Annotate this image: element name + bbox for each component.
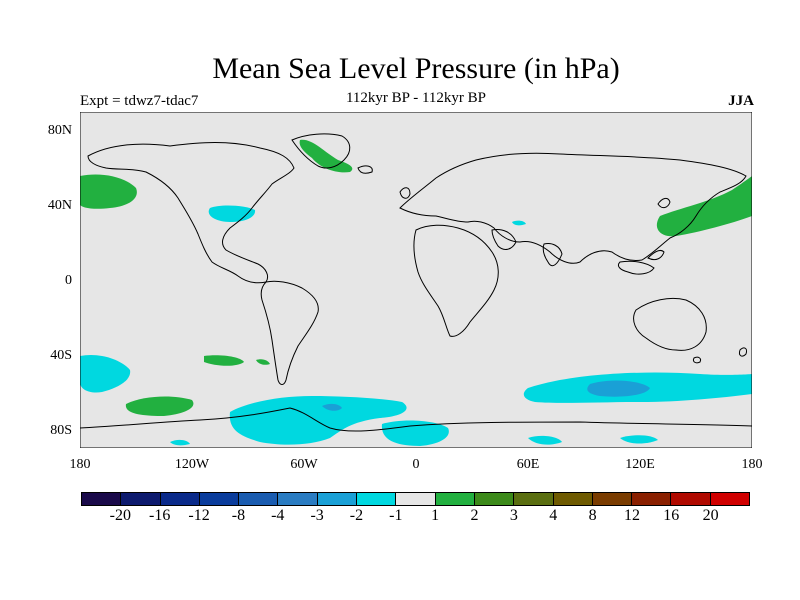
negative-anomaly-regions: [80, 205, 752, 446]
colorbar-swatch: [592, 493, 633, 505]
colorbar-label: -12: [188, 507, 210, 524]
coastlines: [80, 133, 752, 432]
lon-label-180e: 180: [741, 457, 763, 472]
colorbar-swatch: [553, 493, 593, 505]
colorbar-label: -1: [389, 507, 403, 524]
colorbar-label: 12: [623, 507, 640, 524]
colorbar-swatch: [239, 493, 279, 505]
colorbar-label: 3: [509, 507, 518, 524]
period-label: 112kyr BP - 112kyr BP: [345, 90, 486, 106]
lat-label-40s: 40S: [50, 348, 72, 363]
experiment-label: Expt = tdwz7-tdac7: [80, 93, 199, 109]
lat-label-equator: 0: [65, 273, 72, 288]
colorbar-swatch: [474, 493, 515, 505]
colorbar-label: -8: [231, 507, 246, 524]
colorbar-label: 2: [470, 507, 479, 524]
lon-label-120e: 120E: [625, 457, 655, 472]
positive-anomaly-regions: [80, 139, 752, 416]
colorbar-label: 20: [702, 507, 719, 524]
colorbar-swatch: [632, 493, 672, 505]
colorbar-label: -4: [271, 507, 285, 524]
colorbar-swatch: [278, 493, 318, 505]
colorbar-swatch: [671, 493, 711, 505]
lat-label-80s: 80S: [50, 423, 72, 438]
colorbar-swatch: [199, 493, 240, 505]
map-plot: [80, 112, 752, 448]
colorbar-label: 4: [549, 507, 558, 524]
lon-label-60e: 60E: [516, 457, 540, 472]
colorbar-label: -3: [310, 507, 324, 524]
lon-label-180w: 180: [69, 457, 91, 472]
colorbar-swatch: [514, 493, 554, 505]
colorbar-label: 8: [588, 507, 597, 524]
colorbar-swatch: [396, 493, 436, 505]
colorbar-swatch: [82, 493, 122, 505]
lon-label-60w: 60W: [290, 457, 318, 472]
colorbar-swatch: [121, 493, 161, 505]
lon-label-120w: 120W: [174, 457, 210, 472]
colorbar-label: -20: [109, 507, 131, 524]
colorbar-label: 16: [663, 507, 680, 524]
colorbar-swatch: [357, 493, 397, 505]
lat-label-40n: 40N: [47, 198, 72, 213]
colorbar-swatch: [317, 493, 358, 505]
colorbar: [81, 492, 750, 506]
colorbar-swatch: [160, 493, 200, 505]
lon-label-0: 0: [412, 457, 420, 472]
season-label: JJA: [728, 93, 754, 109]
colorbar-label: -2: [349, 507, 364, 524]
colorbar-swatch: [710, 493, 750, 505]
lat-label-80n: 80N: [47, 123, 72, 138]
map-title: Mean Sea Level Pressure (in hPa): [212, 52, 620, 85]
colorbar-swatch: [435, 493, 475, 505]
colorbar-label: -16: [149, 507, 171, 524]
colorbar-label: 1: [431, 507, 440, 524]
